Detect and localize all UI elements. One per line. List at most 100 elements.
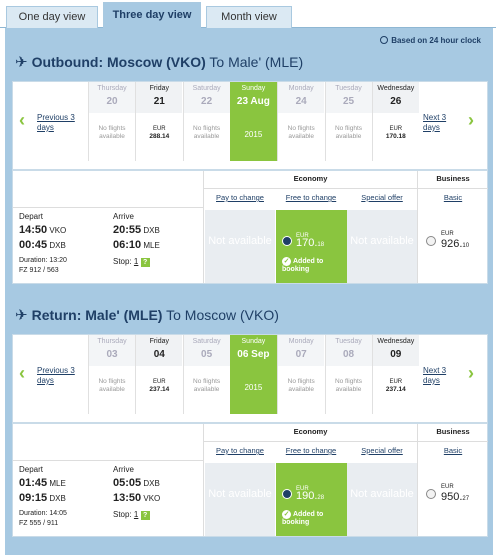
special-offer-cell: Not available [347,210,417,283]
pay-to-change-link[interactable]: Pay to change [216,446,264,455]
day-cell: Thursday 03 No flights available [88,335,135,414]
bus-currency: EUR [441,231,454,237]
day-status: No flights available [193,378,221,393]
stop-count-link[interactable]: 1 [133,510,139,519]
day-cell: Saturday 05 No flights available [182,335,230,414]
day-cell[interactable]: Friday 04 EUR 237.14 [135,335,183,414]
depart-time-1: 14:50 [19,224,48,236]
day-cell[interactable]: Friday 21 EUR 288.14 [135,82,183,161]
return-calendar: ‹ Previous 3 days Thursday 03 No flights a… [12,334,488,423]
outbound-origin: Moscow (VKO) [107,54,206,70]
day-name: Tuesday [335,338,362,345]
outbound-label: Outbound: [31,54,104,70]
stop-label: Stop: [113,257,132,266]
return-previous-link[interactable]: Previous 3 days [37,366,75,385]
info-icon[interactable]: ? [140,258,150,267]
day-cell[interactable]: Wednesday 09 EUR 237.14 [371,335,419,414]
day-cell[interactable]: Sunday 06 Sep 2015 [229,335,277,414]
day-name: Saturday [192,338,221,345]
eco-price: 190. [296,490,318,502]
day-number: 26 [390,96,402,107]
arrive-time-2: 06:10 [113,239,142,251]
return-origin: Male' (MLE) [85,307,163,323]
outbound-previous-link[interactable]: Previous 3 days [37,113,75,132]
business-basic-cell[interactable]: EUR 950.27 [418,463,488,536]
clock-note-text: Based on 24 hour clock [391,36,481,45]
day-cell[interactable]: Sunday 23 Aug 2015 [229,82,277,161]
depart-time-2: 09:15 [19,492,48,504]
day-fare: EUR 170.18 [373,113,419,141]
stop-count-link[interactable]: 1 [133,257,139,266]
day-fare: No flights available [278,113,324,141]
free-to-change-cell[interactable]: EUR 190.28 ✓ Added to booking [276,463,347,536]
day-fare: 2015 [230,113,277,139]
day-cell: Tuesday 25 No flights available [324,82,372,161]
day-name: Monday [288,338,314,345]
day-status: No flights available [98,378,126,393]
day-fare: No flights available [326,113,372,141]
day-price: 237.14 [149,386,170,393]
day-cell[interactable]: Wednesday 26 EUR 170.18 [371,82,419,161]
next-arrow-icon[interactable]: › [468,110,474,130]
day-fare: No flights available [326,366,372,394]
return-destination: To Moscow (VKO) [166,307,279,323]
outbound-destination: To Male' (MLE) [209,54,304,70]
duration: Duration: 13:20 [19,257,67,264]
outbound-heading: ✈ Outbound: Moscow (VKO) To Male' (MLE) [15,53,303,71]
economy-header: Economy [293,427,328,436]
free-to-change-link[interactable]: Free to change [285,193,337,202]
outbound-next-link[interactable]: Next 3 days [423,113,447,132]
business-radio[interactable] [426,489,436,499]
day-status: No flights available [334,125,363,140]
business-basic-cell[interactable]: EUR 926.10 [418,210,488,283]
bus-price: 950. [441,491,463,503]
day-number: 09 [390,349,402,360]
prev-arrow-icon[interactable]: ‹ [19,363,25,383]
business-radio[interactable] [426,236,436,246]
check-icon: ✓ [282,510,291,519]
day-fare: No flights available [89,366,135,394]
pay-to-change-link[interactable]: Pay to change [216,193,264,202]
day-name: Friday [149,85,170,92]
tab-three-day-view[interactable]: Three day view [103,2,201,29]
selected-radio[interactable] [282,236,292,246]
day-currency: EUR [389,126,403,132]
info-icon[interactable]: ? [140,511,150,520]
prev-arrow-icon[interactable]: ‹ [19,110,25,130]
day-fare: No flights available [278,366,324,394]
special-offer-link[interactable]: Special offer [361,193,403,202]
stops: Stop: 1 ? [113,509,150,521]
flight-numbers: FZ 912 / 563 [19,267,59,274]
day-price: 170.18 [385,133,406,140]
day-cell: Monday 24 No flights available [277,82,325,161]
day-number: 08 [342,349,355,360]
depart-label: Depart [19,465,44,474]
day-price: 237.14 [385,386,406,393]
view-tabs: One day view Three day view Month view [0,0,496,29]
basic-link[interactable]: Basic [443,446,463,455]
tab-month-view[interactable]: Month view [206,6,292,28]
selected-radio[interactable] [282,489,292,499]
day-fare: No flights available [184,113,230,141]
free-to-change-link[interactable]: Free to change [285,446,337,455]
day-number: 21 [153,96,165,107]
arrive-label: Arrive [113,465,134,474]
day-name: Wednesday [377,338,415,345]
day-status: No flights available [287,378,315,393]
day-name: Tuesday [335,85,362,92]
economy-header: Economy [293,174,328,183]
free-to-change-cell[interactable]: EUR 170.18 ✓ Added to booking [276,210,347,283]
day-status: 2015 [244,130,263,139]
next-arrow-icon[interactable]: › [468,363,474,383]
basic-link[interactable]: Basic [443,193,463,202]
arrive-airport-2: VKO [143,494,161,503]
return-next-link[interactable]: Next 3 days [423,366,447,385]
return-fares: Economy Business Pay to change Free to c… [12,423,488,537]
tab-one-day-view[interactable]: One day view [6,6,98,28]
special-offer-cell: Not available [347,463,417,536]
bus-cents: 27 [462,496,470,502]
arrive-label: Arrive [113,212,134,221]
day-number: 03 [106,349,118,360]
special-offer-link[interactable]: Special offer [361,446,403,455]
flight-numbers: FZ 555 / 911 [19,520,59,527]
